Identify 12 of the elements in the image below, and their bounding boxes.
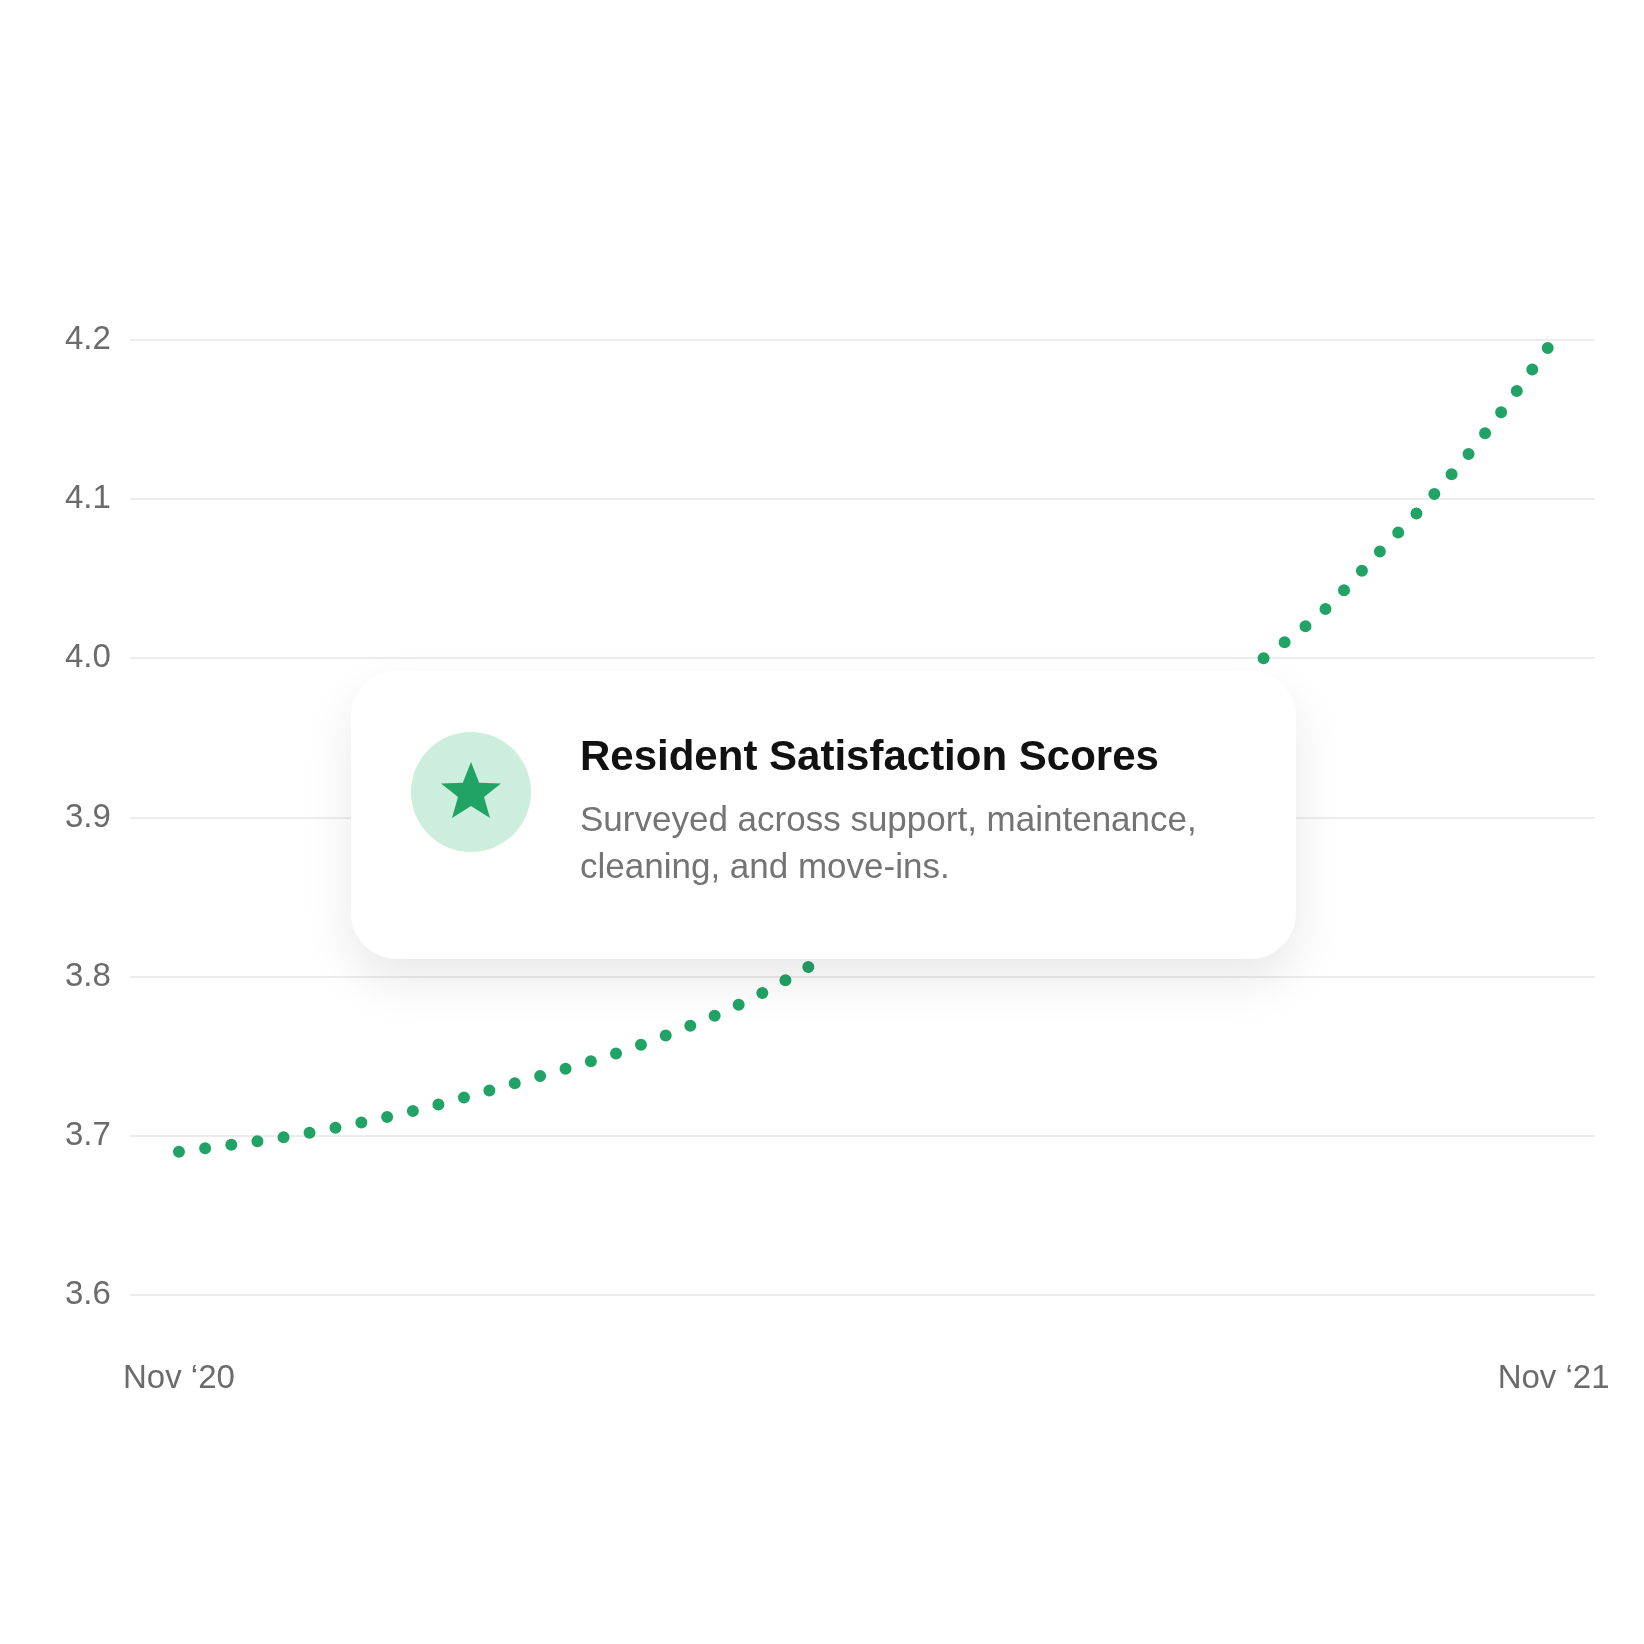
y-tick-label: 3.7: [65, 1114, 111, 1152]
y-tick-label: 4.0: [65, 637, 111, 675]
text: Surveyed across support, maintenance, cleaning, and move-ins.: [580, 798, 1198, 887]
info-card: Resident Satisfaction Scores Surveyed across support, maintenance, cleaning, and move-ins.: [351, 671, 1296, 959]
y-tick-label: 3.6: [65, 1274, 111, 1312]
x-tick-label: Nov ‘20: [123, 1357, 235, 1395]
y-tick-label: 3.9: [65, 796, 111, 834]
y-tick-label: 4.2: [65, 319, 111, 357]
y-tick-label: 4.1: [65, 478, 111, 516]
text: Resident Satisfaction Scores: [580, 731, 1159, 781]
x-tick-label: Nov ‘21: [1497, 1357, 1610, 1395]
y-tick-label: 3.8: [65, 955, 111, 993]
